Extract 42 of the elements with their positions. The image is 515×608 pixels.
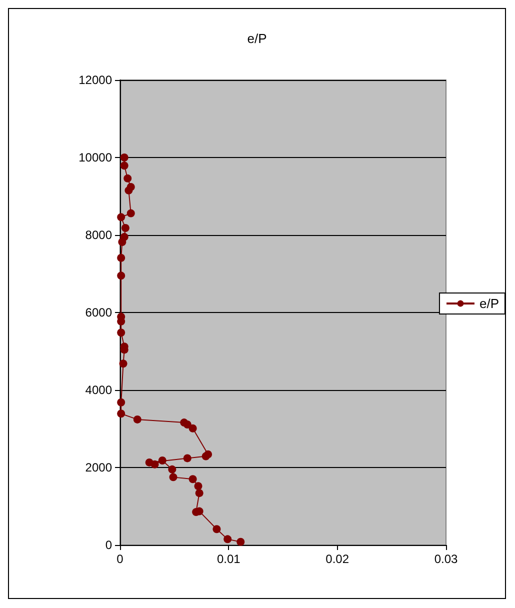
- point: [124, 174, 132, 182]
- chart-title: e/P: [247, 31, 267, 46]
- point: [126, 209, 135, 218]
- point: [126, 182, 135, 191]
- point: [212, 525, 221, 534]
- point: [168, 465, 176, 474]
- legend-label: e/P: [479, 296, 500, 311]
- y-tick-label: 6000: [85, 306, 112, 320]
- point: [117, 254, 126, 262]
- point: [120, 232, 128, 241]
- point: [133, 415, 142, 424]
- point: [117, 272, 126, 280]
- point: [236, 538, 245, 546]
- point: [169, 473, 178, 482]
- x-tick-label: 0.02: [326, 552, 350, 566]
- point: [195, 489, 204, 498]
- x-tick-label: 0.01: [216, 552, 241, 566]
- point: [119, 360, 128, 368]
- point: [188, 475, 197, 484]
- y-tick-label: 12000: [78, 73, 112, 87]
- point: [188, 424, 197, 432]
- point: [180, 418, 188, 427]
- point: [145, 458, 154, 466]
- point: [117, 213, 126, 222]
- point: [158, 456, 166, 465]
- point: [120, 154, 128, 162]
- point: [224, 535, 232, 544]
- y-tick-label: 0: [105, 538, 112, 552]
- y-tick-label: 8000: [85, 228, 112, 242]
- point: [120, 162, 128, 170]
- x-tick-label: 0.03: [434, 552, 458, 566]
- y-tick-label: 4000: [85, 383, 112, 397]
- point: [183, 454, 192, 462]
- point: [204, 450, 212, 458]
- point: [194, 482, 202, 490]
- point: [117, 328, 126, 337]
- y-tick-label: 2000: [85, 460, 112, 474]
- point: [117, 410, 126, 418]
- point: [121, 224, 130, 232]
- point: [117, 398, 126, 406]
- x-tick-label: 0: [116, 552, 124, 566]
- y-tick-label: 10000: [78, 150, 112, 164]
